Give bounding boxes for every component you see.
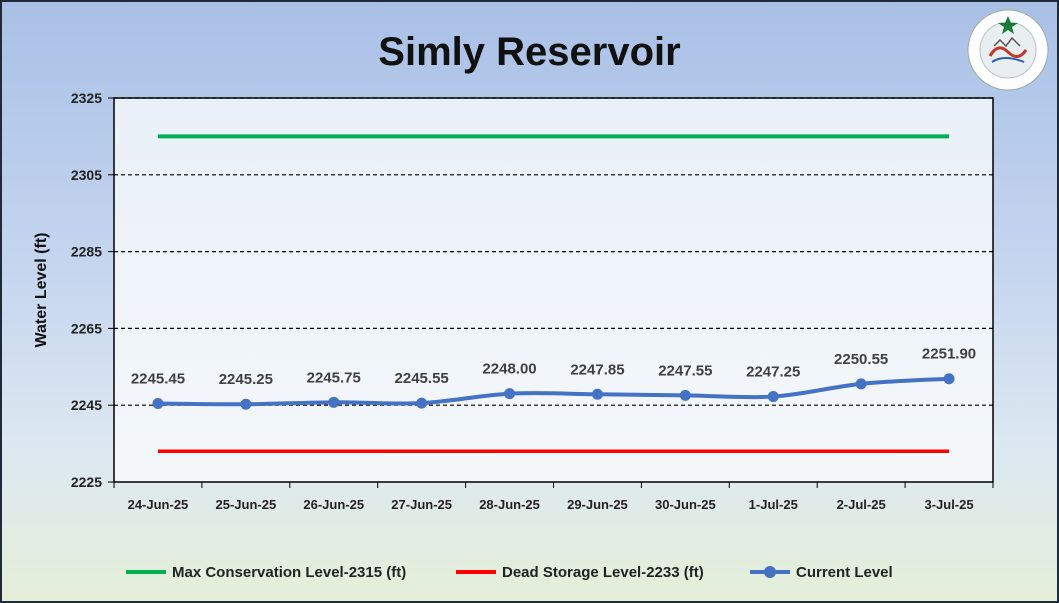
current-level-point: [855, 378, 867, 390]
current-level-point: [328, 396, 340, 408]
data-label: 2247.85: [570, 361, 624, 378]
x-tick-label: 2-Jul-25: [837, 497, 886, 512]
data-label: 2248.00: [482, 361, 536, 378]
legend-swatch-dead-storage: [456, 570, 496, 574]
x-tick-label: 1-Jul-25: [749, 497, 798, 512]
data-label: 2245.45: [131, 370, 185, 387]
data-label: 2251.90: [922, 346, 976, 363]
pmd-logo: [967, 9, 1049, 91]
x-tick-label: 3-Jul-25: [924, 497, 973, 512]
legend-swatch-current-level: [750, 566, 790, 578]
current-level-point: [767, 391, 779, 403]
data-label: 2245.25: [219, 371, 273, 388]
y-tick-label: 2245: [71, 397, 102, 413]
x-tick-label: 30-Jun-25: [655, 497, 716, 512]
current-level-point: [152, 397, 164, 409]
y-tick-label: 2325: [71, 90, 102, 106]
chart-title: Simly Reservoir: [378, 30, 681, 74]
current-level-line: [157, 376, 950, 407]
data-label: 2245.55: [395, 370, 449, 387]
legend-item-max-conservation: Max Conservation Level-2315 (ft): [126, 560, 406, 584]
y-axis-label: Water Level (ft): [33, 233, 50, 348]
current-level-point: [679, 389, 691, 401]
current-level-point: [504, 388, 516, 400]
x-tick-label: 25-Jun-25: [215, 497, 276, 512]
x-tick-label: 24-Jun-25: [128, 497, 189, 512]
legend-label-current-level: Current Level: [796, 563, 893, 581]
x-tick-label: 29-Jun-25: [567, 497, 628, 512]
current-level-point: [591, 388, 603, 400]
x-tick-label: 28-Jun-25: [479, 497, 540, 512]
legend: Max Conservation Level-2315 (ft) Dead St…: [0, 560, 1059, 584]
data-label: 2247.55: [658, 362, 712, 379]
y-tick-label: 2305: [71, 167, 102, 183]
x-tick-label: 27-Jun-25: [391, 497, 452, 512]
legend-swatch-max-conservation: [126, 570, 166, 574]
current-level-point: [943, 373, 955, 385]
legend-marker-current-level: [764, 566, 776, 578]
x-tick-label: 26-Jun-25: [303, 497, 364, 512]
data-label: 2250.55: [834, 351, 888, 368]
legend-label-max-conservation: Max Conservation Level-2315 (ft): [172, 563, 407, 581]
data-label: 2247.25: [746, 364, 800, 381]
legend-item-dead-storage: Dead Storage Level-2233 (ft): [456, 560, 704, 584]
legend-item-current-level: Current Level: [750, 560, 893, 584]
plot-area: [114, 98, 993, 482]
y-tick-label: 2285: [71, 244, 102, 260]
current-level-point: [240, 398, 252, 410]
y-tick-label: 2225: [71, 474, 102, 490]
current-level-point: [416, 397, 428, 409]
legend-label-dead-storage: Dead Storage Level-2233 (ft): [502, 563, 704, 581]
y-tick-label: 2265: [71, 320, 102, 336]
data-label: 2245.75: [307, 369, 361, 386]
